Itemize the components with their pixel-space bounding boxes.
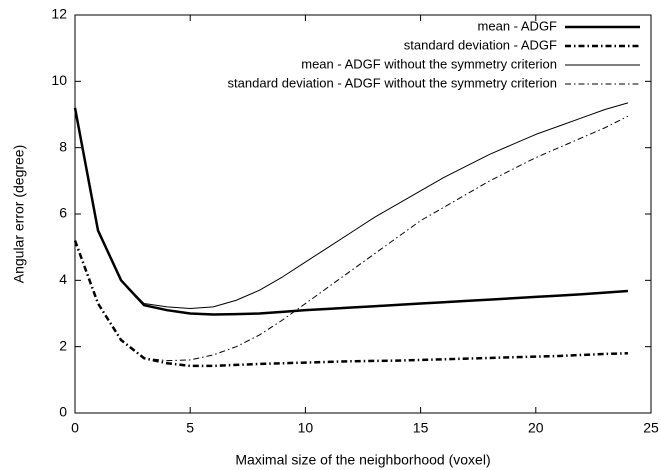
series-line: [74, 102, 629, 310]
y-tick-label: 0: [59, 404, 67, 420]
x-tick-label: 5: [186, 420, 194, 436]
x-tick-label: 10: [298, 420, 314, 436]
y-tick-label: 4: [59, 271, 67, 287]
y-tick-label: 12: [51, 6, 67, 22]
x-tick-label: 25: [643, 420, 659, 436]
y-tick-label: 10: [51, 72, 67, 88]
series-line: [73, 107, 629, 316]
x-tick-label: 20: [528, 420, 544, 436]
legend-label: mean - ADGF without the symmetry criteri…: [301, 56, 557, 71]
series-line: [74, 115, 629, 362]
y-tick-label: 8: [59, 138, 67, 154]
legend-label: mean - ADGF: [478, 18, 558, 33]
legend-label: standard deviation - ADGF without the sy…: [228, 75, 557, 90]
legend-label: standard deviation - ADGF: [404, 37, 557, 52]
x-axis-label: Maximal size of the neighborhood (voxel): [235, 452, 490, 468]
y-tick-label: 6: [59, 205, 67, 221]
y-axis-label: Angular error (degree): [11, 145, 27, 284]
x-tick-label: 0: [71, 420, 79, 436]
x-tick-label: 15: [413, 420, 429, 436]
series-line: [73, 240, 628, 368]
y-tick-label: 2: [59, 337, 67, 353]
